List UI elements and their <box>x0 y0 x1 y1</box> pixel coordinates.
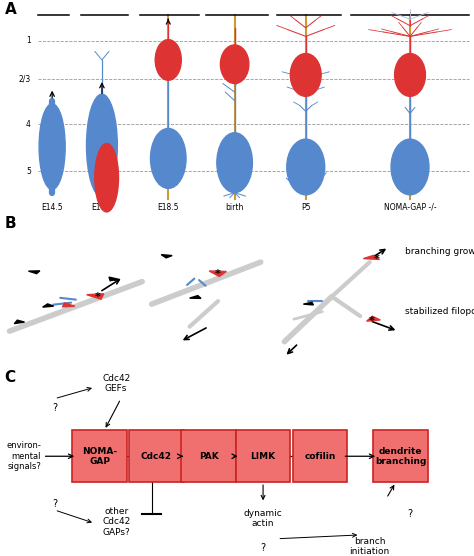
Polygon shape <box>43 304 54 307</box>
Text: *: * <box>94 292 100 301</box>
Text: NOMA-
GAP: NOMA- GAP <box>82 446 117 466</box>
Polygon shape <box>109 277 118 281</box>
Text: 5: 5 <box>26 167 31 176</box>
Text: *: * <box>215 269 221 279</box>
FancyBboxPatch shape <box>236 430 290 482</box>
Text: Cdc42: Cdc42 <box>141 452 172 461</box>
Text: E14.5: E14.5 <box>41 203 63 212</box>
Text: PAK: PAK <box>199 452 219 461</box>
Polygon shape <box>87 294 104 299</box>
Ellipse shape <box>394 53 425 96</box>
Text: ?: ? <box>52 403 57 413</box>
Text: C: C <box>5 370 16 385</box>
Polygon shape <box>161 255 172 258</box>
Polygon shape <box>190 296 201 299</box>
Text: dendrite
branching: dendrite branching <box>375 446 426 466</box>
Ellipse shape <box>150 128 186 188</box>
Text: other
Cdc42
GAPs?: other Cdc42 GAPs? <box>102 507 130 537</box>
Ellipse shape <box>217 133 252 192</box>
Text: environ-
mental
signals?: environ- mental signals? <box>6 441 41 471</box>
Text: B: B <box>5 216 17 231</box>
Text: 2/3: 2/3 <box>18 75 31 84</box>
Polygon shape <box>363 255 380 260</box>
Polygon shape <box>14 320 25 324</box>
Text: *: * <box>374 254 380 264</box>
Ellipse shape <box>155 39 181 80</box>
Text: branching growth tip: branching growth tip <box>405 247 474 256</box>
Text: ?: ? <box>261 543 265 553</box>
FancyBboxPatch shape <box>373 430 428 482</box>
Text: branch
initiation: branch initiation <box>350 537 390 556</box>
Text: Cdc42
GEFs: Cdc42 GEFs <box>102 374 130 393</box>
Text: birth: birth <box>226 203 244 212</box>
Ellipse shape <box>39 104 65 190</box>
Text: E18.5: E18.5 <box>157 203 179 212</box>
Text: stabilized filopodia: stabilized filopodia <box>405 307 474 316</box>
FancyBboxPatch shape <box>72 430 127 482</box>
FancyBboxPatch shape <box>181 430 236 482</box>
Ellipse shape <box>220 45 249 83</box>
Text: 4: 4 <box>26 120 31 128</box>
Text: ?: ? <box>52 499 57 509</box>
Polygon shape <box>303 302 313 305</box>
FancyBboxPatch shape <box>129 430 184 482</box>
Text: E16.5: E16.5 <box>91 203 113 212</box>
Text: NOMA-GAP -/-: NOMA-GAP -/- <box>383 203 437 212</box>
Text: cofilin: cofilin <box>304 452 336 461</box>
FancyBboxPatch shape <box>293 430 347 482</box>
Ellipse shape <box>287 139 325 195</box>
Ellipse shape <box>95 143 118 212</box>
Text: A: A <box>5 2 17 17</box>
Polygon shape <box>28 271 40 274</box>
Ellipse shape <box>86 94 117 197</box>
Text: *: * <box>369 316 375 326</box>
Text: ?: ? <box>408 509 412 519</box>
Ellipse shape <box>391 139 429 195</box>
Polygon shape <box>209 271 227 276</box>
Text: LIMK: LIMK <box>250 452 276 461</box>
Ellipse shape <box>290 53 321 96</box>
Text: 1: 1 <box>26 36 31 45</box>
Polygon shape <box>367 316 380 321</box>
Text: P5: P5 <box>301 203 310 212</box>
Text: dynamic
actin: dynamic actin <box>244 509 283 528</box>
Polygon shape <box>63 303 75 307</box>
